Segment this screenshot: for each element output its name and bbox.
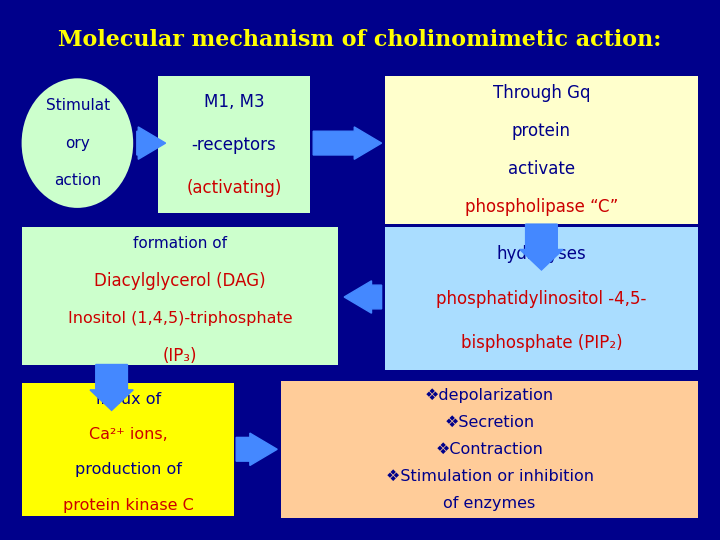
Text: M1, M3: M1, M3 <box>204 92 264 111</box>
Text: Stimulat: Stimulat <box>45 98 110 113</box>
Bar <box>385 76 698 224</box>
Text: influx of: influx of <box>96 392 161 407</box>
Text: -receptors: -receptors <box>192 136 276 154</box>
Text: activate: activate <box>508 160 575 178</box>
Bar <box>22 227 338 364</box>
Text: ❖depolarization: ❖depolarization <box>425 388 554 403</box>
Text: ory: ory <box>66 136 90 151</box>
Text: of enzymes: of enzymes <box>444 496 536 511</box>
Text: formation of: formation of <box>133 235 227 251</box>
Text: action: action <box>54 173 102 188</box>
Text: Molecular mechanism of cholinomimetic action:: Molecular mechanism of cholinomimetic ac… <box>58 30 662 51</box>
Text: Inositol (1,4,5)-triphosphate: Inositol (1,4,5)-triphosphate <box>68 311 292 326</box>
Text: phospholipase “C”: phospholipase “C” <box>464 198 618 216</box>
Ellipse shape <box>22 78 133 208</box>
Bar <box>22 383 234 516</box>
FancyArrow shape <box>137 127 166 159</box>
Text: hydrolyses: hydrolyses <box>497 245 586 264</box>
FancyArrow shape <box>313 127 382 159</box>
Bar <box>385 227 698 370</box>
Text: ❖Contraction: ❖Contraction <box>436 442 544 457</box>
Text: (activating): (activating) <box>186 179 282 197</box>
FancyArrow shape <box>520 224 563 270</box>
Text: production of: production of <box>75 462 181 477</box>
Text: Ca²⁺ ions,: Ca²⁺ ions, <box>89 427 168 442</box>
FancyArrow shape <box>236 433 277 465</box>
Text: ❖Secretion: ❖Secretion <box>444 415 535 430</box>
Text: ❖Stimulation or inhibition: ❖Stimulation or inhibition <box>386 469 593 484</box>
Bar <box>281 381 698 518</box>
FancyArrow shape <box>90 364 133 410</box>
Text: (IP₃): (IP₃) <box>163 347 197 366</box>
Text: Through Gq: Through Gq <box>492 84 590 103</box>
Text: protein: protein <box>512 122 571 140</box>
Text: phosphatidylinositol -4,5-: phosphatidylinositol -4,5- <box>436 289 647 308</box>
Text: bisphosphate (PIP₂): bisphosphate (PIP₂) <box>461 334 622 352</box>
Text: Diacylglycerol (DAG): Diacylglycerol (DAG) <box>94 272 266 290</box>
Bar <box>158 76 310 213</box>
Text: protein kinase C: protein kinase C <box>63 498 194 514</box>
FancyArrow shape <box>344 281 382 313</box>
